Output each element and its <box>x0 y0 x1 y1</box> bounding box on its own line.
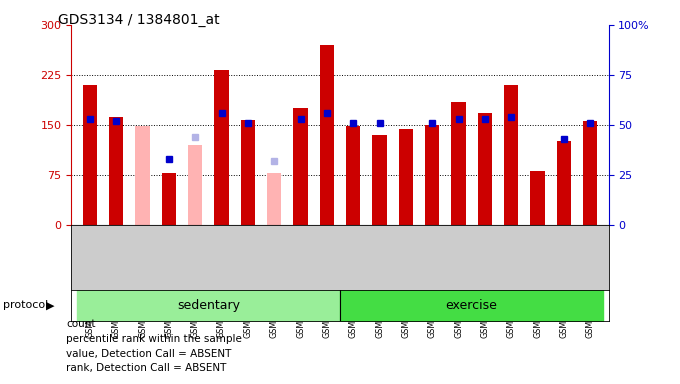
Bar <box>398 129 413 225</box>
Bar <box>583 121 598 225</box>
Text: exercise: exercise <box>445 299 498 312</box>
Text: value, Detection Call = ABSENT: value, Detection Call = ABSENT <box>66 349 231 359</box>
Bar <box>372 135 387 225</box>
Text: sedentary: sedentary <box>177 299 240 312</box>
Bar <box>109 117 123 225</box>
Bar <box>346 126 360 225</box>
Bar <box>452 101 466 225</box>
Bar <box>504 85 518 225</box>
Bar <box>293 108 308 225</box>
Bar <box>530 171 545 225</box>
Bar <box>135 126 150 225</box>
Bar <box>425 125 439 225</box>
Text: ▶: ▶ <box>46 300 54 310</box>
Bar <box>477 113 492 225</box>
Text: rank, Detection Call = ABSENT: rank, Detection Call = ABSENT <box>66 363 226 373</box>
Text: percentile rank within the sample: percentile rank within the sample <box>66 334 242 344</box>
Bar <box>557 141 571 225</box>
Bar <box>241 120 255 225</box>
Bar <box>188 145 203 225</box>
Bar <box>267 173 282 225</box>
Bar <box>214 70 228 225</box>
Bar <box>162 173 176 225</box>
Text: protocol: protocol <box>3 300 49 310</box>
Text: GDS3134 / 1384801_at: GDS3134 / 1384801_at <box>58 13 220 27</box>
Bar <box>320 45 334 225</box>
Text: count: count <box>66 319 95 329</box>
Bar <box>82 85 97 225</box>
